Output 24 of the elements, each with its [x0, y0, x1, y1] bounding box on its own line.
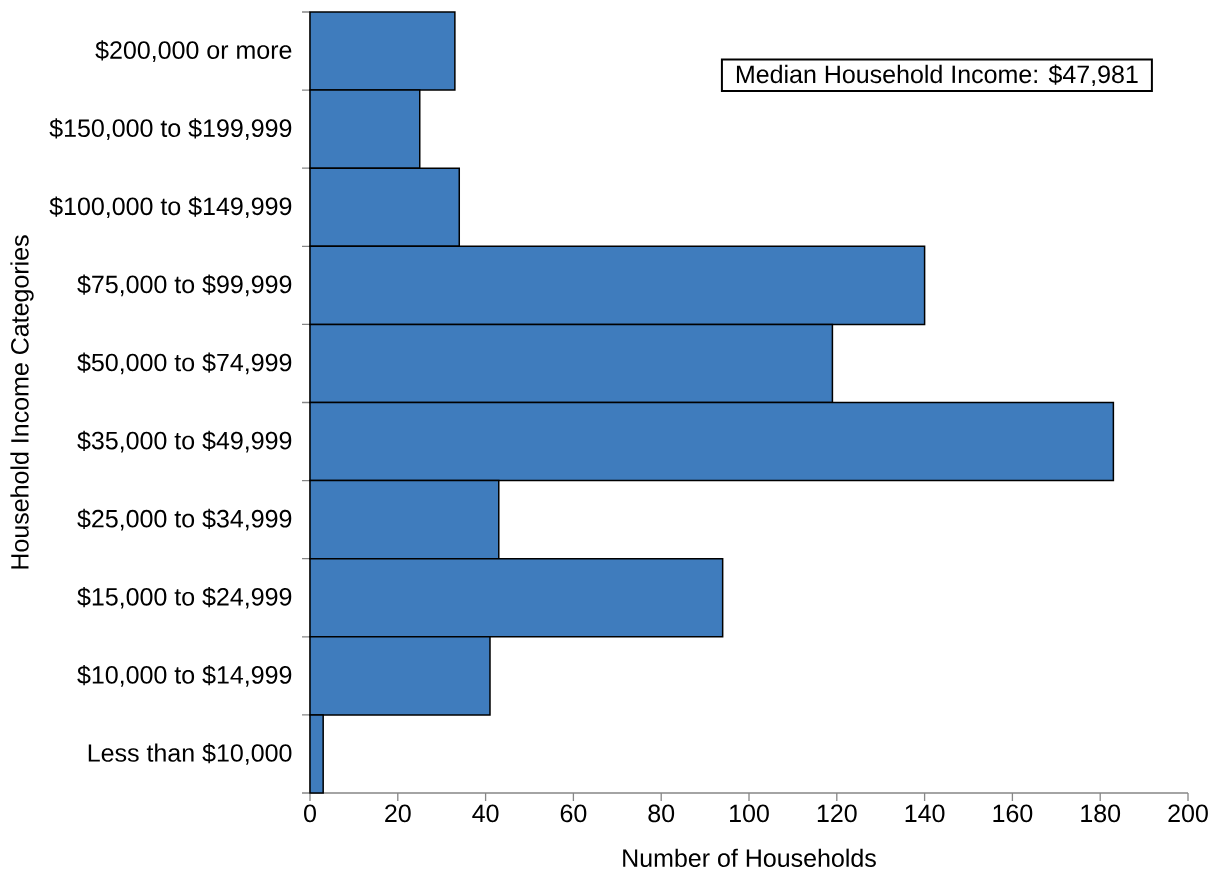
y-tick-label: $200,000 or more: [95, 40, 292, 62]
y-tick-label: $35,000 to $49,999: [77, 430, 292, 453]
y-tick-label: $15,000 to $24,999: [77, 586, 292, 609]
x-tick-label: 60: [560, 804, 587, 823]
x-tick-label: 180: [1081, 804, 1121, 823]
x-axis-title: Number of Households: [623, 848, 876, 867]
x-tick-label: 160: [993, 804, 1033, 823]
x-tick-label: 80: [648, 804, 675, 823]
x-tick-label: 20: [385, 804, 411, 823]
x-tick-label: 100: [730, 804, 769, 823]
x-tick-label: 0: [304, 804, 316, 823]
x-tick-label: 200: [1168, 804, 1208, 823]
y-tick-label: $75,000 to $99,999: [77, 274, 292, 297]
y-tick-label: $100,000 to $149,999: [49, 196, 292, 219]
annotation: Median Household Income: $47,981: [736, 64, 1138, 87]
x-tick-label: 40: [472, 804, 499, 823]
y-tick-label: $25,000 to $34,999: [77, 508, 292, 531]
y-tick-label: $150,000 to $199,999: [49, 118, 292, 140]
y-tick-label: Less than $10,000: [88, 743, 292, 765]
x-tick-label: 120: [817, 804, 857, 823]
y-axis-title: Household Income Categories: [10, 235, 34, 569]
y-tick-label: $10,000 to $14,999: [77, 665, 292, 687]
y-tick-label: $50,000 to $74,999: [77, 352, 292, 375]
x-tick-label: 140: [905, 804, 945, 823]
